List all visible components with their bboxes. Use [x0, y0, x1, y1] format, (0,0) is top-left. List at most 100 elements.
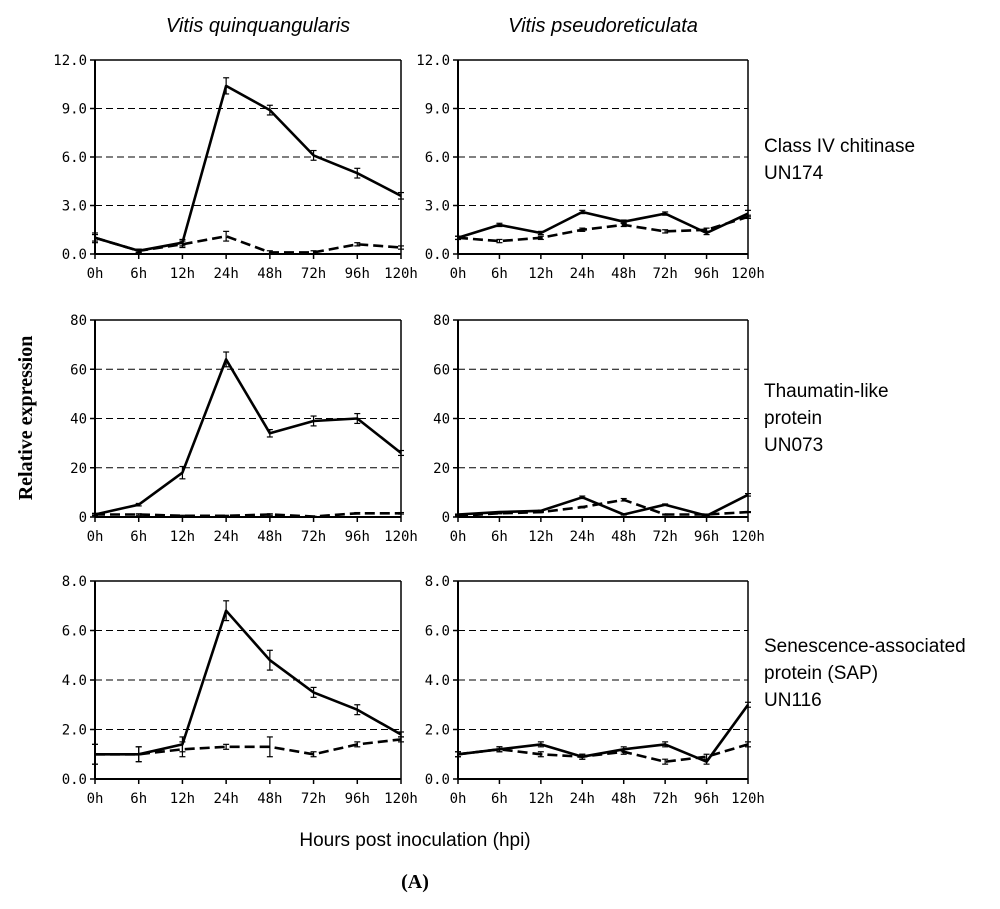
row-label-line: UN073 [764, 435, 823, 456]
y-tick-label: 12.0 [53, 53, 87, 69]
error-bar [745, 512, 751, 513]
x-tick-label: 72h [301, 791, 326, 807]
row-label-thaumatin: Thaumatin-like protein UN073 [764, 381, 889, 456]
column-title-pseudoreticulata: Vitis pseudoreticulata [508, 15, 698, 37]
x-tick-label: 12h [528, 791, 553, 807]
x-tick-label: 48h [257, 791, 282, 807]
x-tick-label: 96h [694, 529, 719, 545]
error-bar [662, 514, 668, 515]
x-tick-label: 0h [450, 791, 467, 807]
series-line-dashed [95, 236, 401, 252]
series-line-solid [95, 611, 401, 755]
x-tick-label: 0h [87, 791, 104, 807]
y-tick-label: 0 [442, 510, 450, 526]
series-solid [92, 352, 404, 516]
y-tick-label: 6.0 [62, 624, 87, 640]
y-tick-label: 3.0 [425, 199, 450, 215]
error-bar [179, 515, 185, 516]
x-tick-label: 48h [257, 529, 282, 545]
x-tick-label: 6h [491, 266, 508, 282]
series-dashed [92, 737, 404, 764]
x-tick-label: 120h [384, 266, 418, 282]
x-tick-label: 6h [491, 791, 508, 807]
error-bar [223, 515, 229, 516]
row-label-line: Thaumatin-like [764, 381, 889, 402]
x-tick-label: 72h [301, 529, 326, 545]
x-tick-label: 12h [170, 529, 195, 545]
x-tick-label: 24h [213, 529, 238, 545]
row-label-sap: Senescence-associated protein (SAP) UN11… [764, 636, 966, 711]
x-tick-label: 12h [170, 791, 195, 807]
error-bar [455, 515, 461, 516]
series-dashed [92, 231, 404, 254]
x-tick-label: 72h [652, 266, 677, 282]
chart-grid: 0.0 3.0 6.0 9.0 12.0 0h 6h 12h 24h 48h 72h 96h 120h 0… [53, 53, 765, 807]
series-solid [455, 210, 751, 239]
x-tick-label: 6h [130, 266, 147, 282]
row-label-line: Senescence-associated [764, 636, 966, 657]
row-label-line: protein [764, 408, 822, 429]
row-label-line: protein (SAP) [764, 663, 878, 684]
x-tick-label: 6h [491, 529, 508, 545]
x-tick-label: 48h [611, 266, 636, 282]
x-tick-label: 0h [450, 529, 467, 545]
x-tick-label: 120h [384, 791, 418, 807]
y-tick-label: 4.0 [425, 673, 450, 689]
y-tick-label: 20 [70, 461, 87, 477]
x-tick-label: 6h [130, 791, 147, 807]
y-tick-label: 0.0 [62, 772, 87, 788]
x-tick-label: 96h [345, 266, 370, 282]
panel-label: (A) [401, 871, 429, 893]
y-axis-label: Relative expression [15, 336, 37, 501]
error-bar [621, 514, 627, 515]
x-tick-label: 72h [652, 529, 677, 545]
series-line-solid [458, 705, 748, 762]
y-tick-label: 6.0 [425, 150, 450, 166]
error-bar [538, 512, 544, 513]
y-tick-label: 9.0 [425, 102, 450, 118]
y-tick-label: 2.0 [62, 723, 87, 739]
y-tick-label: 4.0 [62, 673, 87, 689]
y-tick-label: 0.0 [62, 247, 87, 263]
x-tick-label: 0h [87, 529, 104, 545]
y-tick-label: 20 [433, 461, 450, 477]
row-label-line: UN174 [764, 163, 824, 184]
column-title-quinquangularis: Vitis quinquangularis [166, 15, 350, 37]
y-tick-label: 80 [433, 313, 450, 329]
x-tick-label: 48h [611, 791, 636, 807]
y-tick-label: 8.0 [62, 574, 87, 590]
x-axis-label: Hours post inoculation (hpi) [299, 830, 530, 851]
x-tick-label: 0h [450, 266, 467, 282]
x-tick-label: 12h [528, 529, 553, 545]
x-tick-label: 24h [570, 529, 595, 545]
x-tick-label: 12h [170, 266, 195, 282]
x-tick-label: 6h [130, 529, 147, 545]
row-label-line: Class IV chitinase [764, 136, 915, 157]
y-tick-label: 40 [433, 412, 450, 428]
series-line-solid [95, 359, 401, 514]
x-tick-label: 24h [570, 791, 595, 807]
y-tick-label: 2.0 [425, 723, 450, 739]
y-tick-label: 80 [70, 313, 87, 329]
y-tick-label: 9.0 [62, 102, 87, 118]
x-tick-label: 120h [731, 791, 765, 807]
error-bar [496, 513, 502, 514]
y-tick-label: 0.0 [425, 247, 450, 263]
x-tick-label: 72h [652, 791, 677, 807]
y-tick-label: 0.0 [425, 772, 450, 788]
x-tick-label: 120h [731, 529, 765, 545]
x-tick-label: 120h [384, 529, 418, 545]
y-tick-label: 12.0 [416, 53, 450, 69]
x-tick-label: 96h [694, 791, 719, 807]
series-line-dashed [458, 217, 748, 241]
series-dashed [455, 215, 751, 242]
x-tick-label: 48h [611, 529, 636, 545]
y-tick-label: 40 [70, 412, 87, 428]
